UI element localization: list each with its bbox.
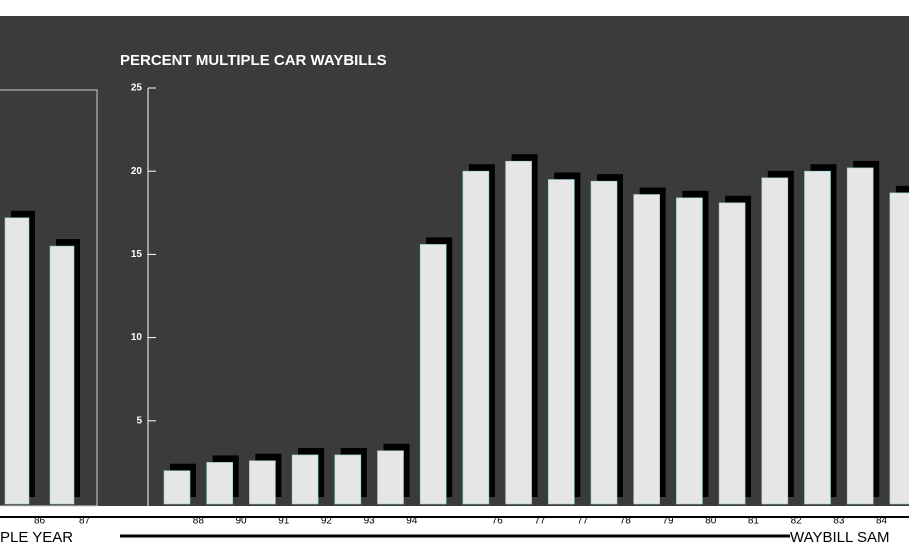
x-tick-label: 84 bbox=[876, 516, 888, 527]
x-tick-label: 90 bbox=[235, 516, 247, 527]
x-axis-label: PLE YEAR bbox=[0, 529, 73, 546]
x-tick-label: 77 bbox=[577, 516, 589, 527]
bar bbox=[676, 197, 703, 505]
bar bbox=[462, 170, 490, 505]
x-tick-label: 80 bbox=[705, 516, 717, 527]
x-tick-label: 87 bbox=[79, 516, 91, 527]
x-tick-label: 76 bbox=[492, 516, 504, 527]
x-tick-label: 79 bbox=[662, 516, 674, 527]
bar bbox=[206, 462, 233, 505]
y-tick-label: 15 bbox=[131, 249, 143, 260]
bar bbox=[249, 460, 276, 505]
bar bbox=[377, 450, 404, 505]
bar bbox=[334, 454, 362, 505]
x-tick-label: 86 bbox=[34, 516, 46, 527]
x-axis-label: WAYBILL SAM bbox=[790, 529, 889, 546]
plot-background bbox=[0, 16, 909, 506]
bar bbox=[505, 160, 532, 505]
bar bbox=[547, 179, 575, 505]
bottom-band bbox=[0, 506, 909, 548]
bar bbox=[163, 470, 191, 505]
x-tick-label: 94 bbox=[406, 516, 418, 527]
x-tick-label: 78 bbox=[620, 516, 632, 527]
x-tick-label: 83 bbox=[833, 516, 845, 527]
y-tick-label: 20 bbox=[131, 166, 143, 177]
x-tick-label: 93 bbox=[364, 516, 376, 527]
bar bbox=[49, 245, 75, 505]
bar bbox=[291, 454, 319, 505]
x-tick-label: 88 bbox=[193, 516, 205, 527]
x-tick-label: 81 bbox=[748, 516, 760, 527]
y-tick-label: 10 bbox=[131, 332, 143, 343]
bar bbox=[419, 244, 447, 505]
left-panel-frame bbox=[0, 89, 98, 507]
y-tick-label: 25 bbox=[131, 83, 143, 94]
x-tick-label: 82 bbox=[791, 516, 803, 527]
bar bbox=[718, 202, 746, 505]
bar bbox=[804, 170, 831, 505]
top-band bbox=[0, 0, 909, 16]
y-tick-label: 5 bbox=[136, 415, 142, 426]
x-tick-label: 91 bbox=[278, 516, 290, 527]
bar bbox=[846, 167, 874, 505]
chart-title: PERCENT MULTIPLE CAR WAYBILLS bbox=[120, 52, 387, 69]
bar bbox=[889, 192, 909, 505]
bar bbox=[4, 217, 30, 505]
x-tick-label: 77 bbox=[534, 516, 546, 527]
x-tick-label: 92 bbox=[321, 516, 333, 527]
bar bbox=[761, 177, 789, 505]
marks: 8687889091929394767777787980818283848 bbox=[4, 154, 909, 527]
bar bbox=[590, 180, 618, 505]
bar bbox=[633, 194, 661, 505]
